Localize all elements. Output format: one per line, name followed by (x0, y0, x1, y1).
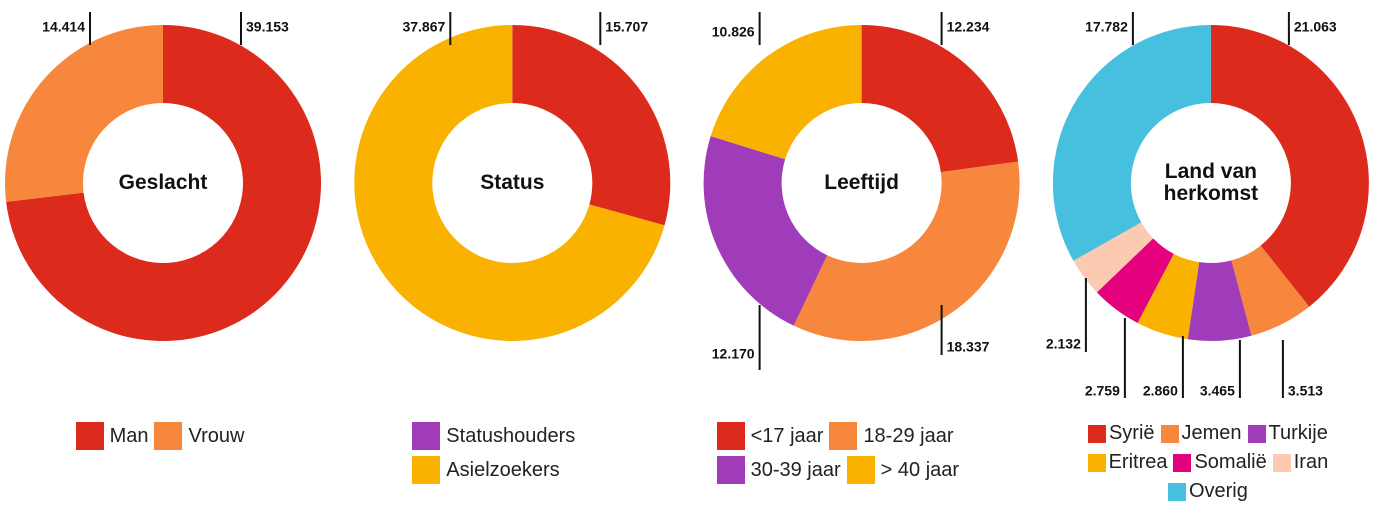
center-title: Status (480, 171, 545, 194)
donut-slice (861, 25, 1019, 173)
legend-item: Iran (1272, 451, 1330, 474)
value-label: 3.465 (1200, 383, 1235, 399)
legend-swatch (412, 456, 441, 484)
legend-item: Syrië (1087, 422, 1157, 445)
legend-item: Man (75, 422, 151, 450)
value-label: 3.513 (1288, 383, 1323, 399)
value-label: 12.234 (947, 19, 990, 35)
legend-item: Asielzoekers (412, 456, 599, 484)
center-title: Geslacht (118, 171, 208, 194)
donut-slice (512, 25, 671, 226)
legend-label: Jemen (1181, 422, 1242, 444)
donut-slice (1210, 25, 1369, 307)
legend-swatch (154, 422, 183, 450)
value-label: 21.063 (1294, 19, 1337, 35)
legend-item: Jemen (1160, 422, 1244, 445)
donut-slice (1231, 245, 1310, 336)
value-label: 37.867 (402, 19, 445, 35)
value-label: 2.860 (1143, 383, 1178, 399)
legend-swatch (1087, 424, 1106, 443)
value-label: 12.170 (712, 346, 755, 362)
value-label: 2.759 (1085, 383, 1120, 399)
legend-swatch (829, 422, 858, 450)
legend-swatch (1173, 453, 1192, 472)
legend: <17 jaar 18-29 jaar 30-39 jaar > 40 jaar (716, 422, 1007, 490)
legend-swatch (412, 422, 441, 450)
donut-slice (6, 25, 321, 341)
donut-slice (1187, 260, 1252, 341)
donut-slice (1052, 25, 1211, 261)
legend-label: 30-39 jaar (750, 458, 841, 481)
value-label: 17.782 (1085, 19, 1128, 35)
legend-label: Overig (1188, 480, 1248, 502)
legend-label: Somalië (1194, 451, 1267, 473)
donut-slice (4, 25, 164, 202)
legend-swatch (1272, 453, 1291, 472)
legend-label: Iran (1293, 451, 1329, 473)
value-label: 15.707 (605, 19, 648, 35)
legend-label: Man (109, 424, 149, 447)
legend: Statushouders Asielzoekers (412, 422, 612, 490)
donut-slice (354, 25, 665, 341)
legend-item: Vrouw (154, 422, 246, 450)
legend-label: Asielzoekers (446, 458, 560, 481)
legend: Syrië Jemen Turkije Eritrea Somalië Iran Overi… (1076, 422, 1346, 509)
center-title: Leeftijd (824, 171, 899, 194)
legend-item: 18-29 jaar (829, 422, 955, 450)
legend-item: Statushouders (412, 422, 615, 450)
legend-swatch (1160, 424, 1179, 443)
donut-slice (1096, 238, 1174, 323)
legend-label: Eritrea (1108, 451, 1168, 473)
legend-label: <17 jaar (750, 424, 824, 447)
value-label: 14.414 (42, 19, 85, 35)
legend-swatch (1087, 453, 1106, 472)
value-label: 10.826 (712, 24, 755, 40)
legend-swatch (1247, 424, 1266, 443)
legend-item: Overig (1167, 480, 1250, 503)
legend-label: Syrië (1108, 422, 1155, 444)
legend-label: Vrouw (188, 424, 245, 447)
donut-slice (710, 25, 862, 160)
center-title: Land van herkomst (1163, 160, 1259, 205)
donut-slice (1137, 253, 1200, 340)
donut-slice (793, 161, 1020, 342)
legend-item: <17 jaar (716, 422, 826, 450)
donut-slice (1073, 222, 1154, 293)
legend-label: > 40 jaar (880, 458, 960, 481)
value-label: 18.337 (947, 339, 990, 355)
legend-item: Somalië (1173, 451, 1268, 474)
legend-item: Eritrea (1087, 451, 1170, 474)
legend-swatch (716, 456, 745, 484)
legend-item: > 40 jaar (846, 456, 961, 484)
donut-slice (703, 136, 828, 326)
legend-swatch (846, 456, 875, 484)
legend-swatch (1167, 482, 1186, 501)
legend: Man Vrouw (13, 422, 313, 456)
value-label: 2.132 (1046, 336, 1081, 352)
legend-item: Turkije (1247, 422, 1330, 445)
legend-swatch (75, 422, 104, 450)
legend-label: 18-29 jaar (863, 424, 954, 447)
legend-swatch (716, 422, 745, 450)
legend-item: 30-39 jaar (716, 456, 843, 484)
value-label: 39.153 (246, 19, 289, 35)
legend-label: Turkije (1268, 422, 1328, 444)
legend-label: Statushouders (446, 424, 576, 447)
